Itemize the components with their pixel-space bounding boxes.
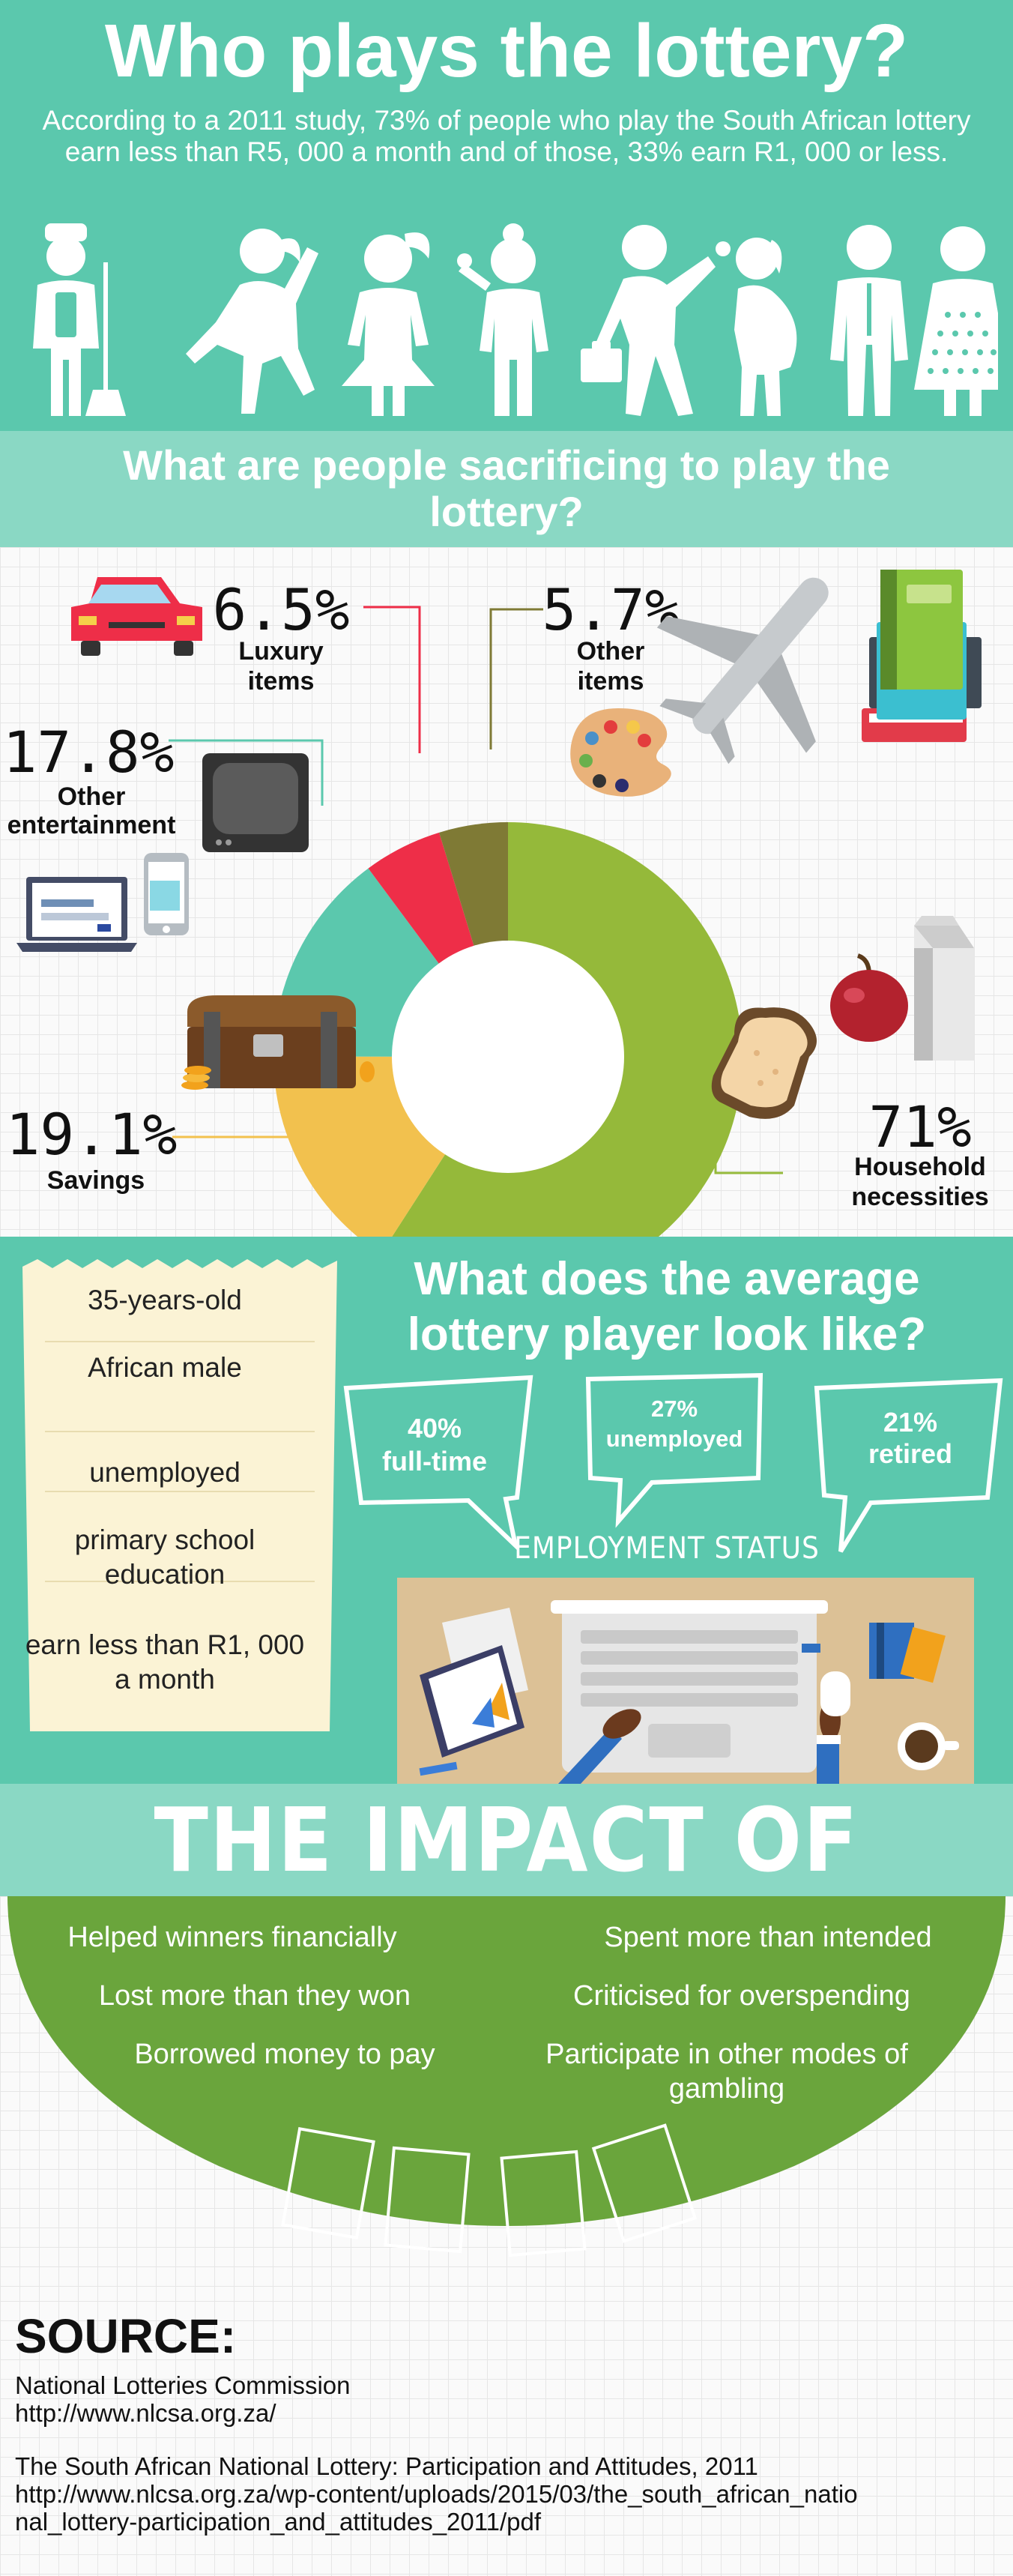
source-report-url[interactable]: http://www.nlcsa.org.za/wp-content/uploa… [15, 2480, 858, 2536]
entertainment-label-line1: Other [58, 782, 126, 811]
entertainment-label-line2: entertainment [7, 811, 176, 839]
note-card [22, 1259, 337, 1731]
laptop-keyboard-icon [551, 1600, 828, 1773]
coffee-cup-icon [898, 1722, 959, 1770]
effect-other-gambling: Participate in other modes of gambling [545, 2039, 908, 2105]
effect-borrowed: Borrowed money to pay [134, 2039, 435, 2070]
leader-line-savings [172, 1087, 309, 1138]
leader-line-other-items [489, 608, 543, 749]
bubble-unemployed [585, 1372, 763, 1528]
man-icon [830, 225, 908, 416]
mouse-icon [820, 1671, 850, 1716]
tv-icon [202, 753, 309, 852]
worker-icon [33, 223, 126, 416]
trait-age: 35-years-old [88, 1285, 242, 1315]
milk-carton-icon [914, 916, 974, 1061]
documents-icon [420, 1608, 528, 1758]
source-title: SOURCE: [15, 2309, 237, 2363]
household-label-line1: Household [854, 1153, 986, 1181]
desk-illustration [397, 1578, 974, 1784]
trait-education: primary school education [74, 1524, 255, 1590]
donut-chart: 6.5% Luxury items 5.7% Other items 17.8%… [3, 570, 989, 1237]
source-section: SOURCE: National Lotteries Commission ht… [0, 2301, 1013, 2576]
effect-spent-more: Spent more than intended [604, 1922, 932, 1953]
retired-label: retired [868, 1438, 952, 1469]
people-row [33, 223, 998, 416]
notebooks-icon [869, 1623, 946, 1683]
full-time-label: full-time [382, 1446, 487, 1476]
laptop-icon [16, 877, 137, 952]
employment-bubbles: 40% full-time 27% unemployed 21% retired [343, 1372, 1003, 1553]
source-org: National Lotteries Commission [15, 2371, 351, 2399]
lottery-ticket-2 [384, 2146, 471, 2254]
leader-line-luxury [363, 606, 421, 753]
lottery-ticket-3 [500, 2150, 587, 2257]
lottery-ticket-4 [591, 2123, 698, 2243]
airplane-icon [656, 577, 829, 764]
leader-line-entertainment [169, 739, 324, 806]
household-label-line2: necessities [851, 1183, 988, 1211]
sacrifice-title: What are people sacrificing to play the … [123, 441, 890, 535]
trait-employment: unemployed [89, 1457, 241, 1488]
luxury-pct: 6.5% [212, 576, 349, 643]
businessman-icon [581, 225, 731, 416]
effect-lost-more: Lost more than they won [98, 1980, 411, 2012]
unemployed-pct: 27% [651, 1396, 698, 1422]
effect-helped-winners: Helped winners financially [67, 1922, 397, 1953]
hands-icon [558, 1699, 841, 1784]
luxury-label-line2: items [248, 667, 315, 696]
impact-header: THE IMPACT OF GAMBLING [0, 1784, 1013, 1997]
retired-pct: 21% [883, 1407, 937, 1438]
average-player-title: What does the average lottery player loo… [407, 1253, 927, 1360]
sacrifice-chart-section: 6.5% Luxury items 5.7% Other items 17.8%… [0, 547, 1013, 1237]
luxury-label-line1: Luxury [238, 637, 323, 666]
sacrifice-header: What are people sacrificing to play the … [0, 431, 1013, 547]
elderly-woman-icon [914, 226, 998, 416]
dancer-icon [186, 229, 318, 414]
impact-section: Helped winners financially Lost more tha… [0, 1896, 1013, 2301]
bread-icon [711, 1007, 817, 1119]
unemployed-label: unemployed [606, 1426, 743, 1452]
other-items-label-line1: Other [577, 637, 645, 666]
books-icon [862, 570, 982, 742]
leader-line-household [714, 1079, 783, 1174]
treasure-chest-icon [181, 995, 375, 1090]
full-time-pct: 40% [408, 1413, 462, 1444]
source-report: The South African National Lottery: Part… [15, 2452, 758, 2480]
average-player-section: 35-years-old African male unemployed pri… [0, 1237, 1013, 1784]
car-icon [71, 577, 202, 656]
girl-icon [342, 232, 435, 416]
entertainment-pct: 17.8% [3, 719, 175, 785]
pregnant-woman-icon [734, 238, 797, 416]
source-org-url[interactable]: http://www.nlcsa.org.za/ [15, 2399, 276, 2427]
woman-icon [457, 223, 548, 416]
hero-section: Who plays the lottery? According to a 20… [0, 0, 1013, 431]
apple-icon [830, 953, 908, 1042]
employment-status-label: EMPLOYMENT STATUS [514, 1531, 820, 1566]
page-subtitle: According to a 2011 study, 73% of people… [42, 105, 971, 167]
donut-hole [392, 941, 624, 1173]
impact-bowl [7, 1896, 1006, 2257]
trait-demographic: African male [88, 1352, 242, 1383]
page-title: Who plays the lottery? [104, 9, 909, 93]
palette-icon [570, 708, 671, 797]
other-items-pct: 5.7% [542, 576, 679, 643]
trait-income: earn less than R1, 000 a month [25, 1629, 305, 1695]
effect-criticised: Criticised for overspending [573, 1980, 910, 2012]
bubble-retired [814, 1378, 1003, 1553]
bubble-full-time [343, 1375, 533, 1552]
phone-icon [144, 853, 189, 935]
household-pct: 71% [868, 1094, 971, 1160]
other-items-label-line2: items [578, 667, 644, 696]
savings-label: Savings [47, 1166, 145, 1195]
savings-pct: 19.1% [6, 1101, 178, 1168]
lottery-ticket-1 [281, 2126, 375, 2240]
